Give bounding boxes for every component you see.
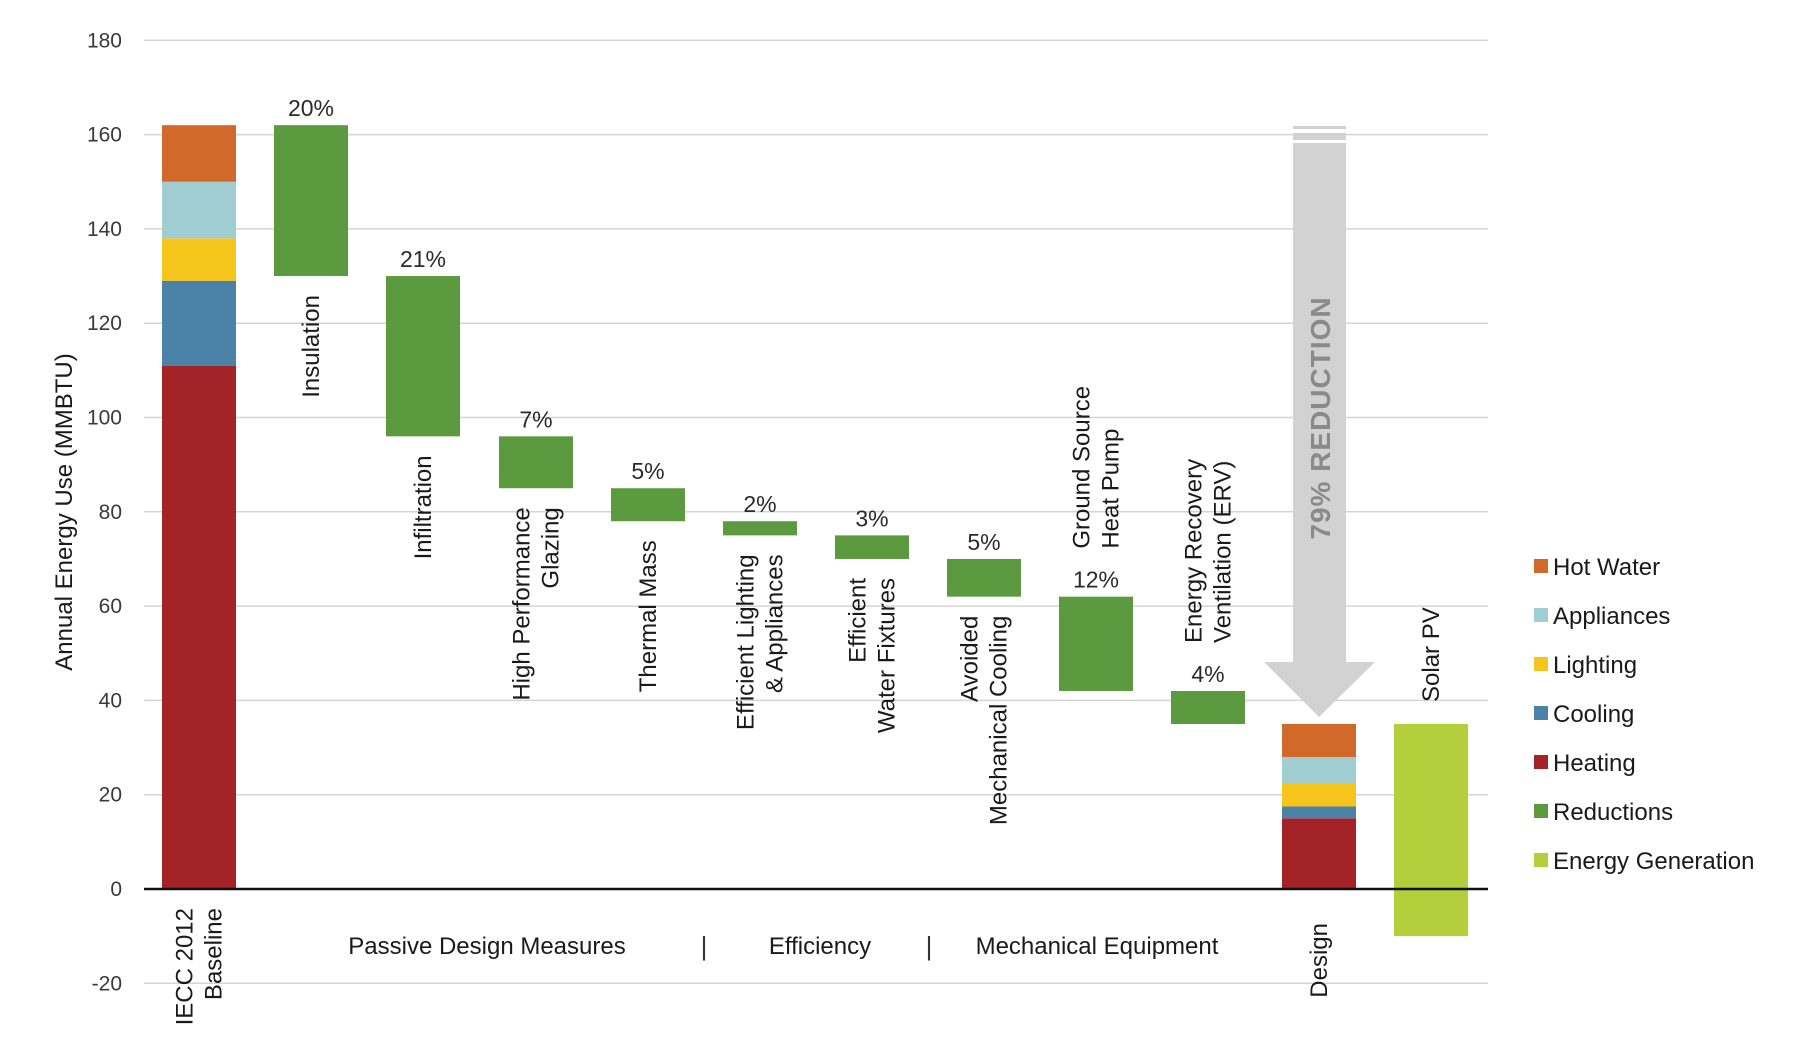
design-cooling-segment	[1282, 806, 1356, 819]
y-tick-label: 180	[87, 29, 122, 52]
group-labels: Passive Design Measures Efficiency Mechani…	[348, 931, 1218, 961]
percent-label: 5%	[967, 529, 1000, 555]
design-heating-segment	[1282, 818, 1356, 889]
y-tick-label: 160	[87, 124, 122, 147]
legend-swatch-reductions	[1534, 804, 1548, 818]
legend-label-reductions: Reductions	[1553, 799, 1673, 826]
baseline-lighting-segment	[162, 238, 236, 281]
reduction-bar-ground-source-heat-pump	[1059, 596, 1133, 691]
y-tick-label: 120	[87, 312, 122, 335]
reduction-bar-efficient-lighting-appliances	[723, 521, 797, 536]
category-labels: IECC 2012 Baseline Insulation Infiltration H…	[172, 295, 1446, 1025]
category-label-baseline: IECC 2012	[172, 908, 199, 1025]
category-label-ground-source-heat-pump: Ground Source	[1069, 386, 1096, 549]
group-separator: |	[926, 931, 933, 961]
legend-swatch-heating	[1534, 755, 1548, 769]
y-tick-label: 140	[87, 218, 122, 241]
y-tick-label: 60	[99, 595, 122, 618]
design-lighting-segment	[1282, 782, 1356, 807]
percent-label: 21%	[400, 246, 446, 272]
baseline-hot-water-segment	[162, 125, 236, 182]
category-label-infiltration: Infiltration	[410, 455, 437, 559]
category-label-ground-source-heat-pump: Heat Pump	[1098, 429, 1125, 549]
percent-label: 3%	[855, 505, 888, 531]
category-label-high-performance-glazing: Glazing	[538, 507, 565, 588]
gridlines	[144, 39, 1488, 985]
category-label-avoided-mechanical-cooling: Avoided	[957, 616, 984, 702]
y-tick-label: 80	[99, 501, 122, 524]
y-tick-label: 40	[99, 689, 122, 712]
reduction-annotation: 79% REDUCTION	[1305, 296, 1336, 539]
category-label-energy-recovery-ventilation-erv: Energy Recovery	[1181, 459, 1208, 643]
legend-swatch-energy-generation	[1534, 853, 1548, 867]
legend-swatch-hot-water	[1534, 559, 1548, 573]
percent-label: 12%	[1073, 567, 1119, 593]
reduction-bar-infiltration	[386, 276, 460, 437]
design-appliances-segment	[1282, 756, 1356, 783]
reduction-bar-avoided-mechanical-cooling	[947, 558, 1021, 597]
reduction-arrow: 79% REDUCTION	[1264, 126, 1375, 717]
percent-label: 7%	[519, 406, 552, 432]
y-tick-label: 20	[99, 784, 122, 807]
percent-label: 20%	[288, 95, 334, 121]
category-label-baseline: Baseline	[201, 908, 228, 1000]
y-axis-title: Annual Energy Use (MMBTU)	[51, 353, 78, 670]
group-label-mechanical-equipment: Mechanical Equipment	[976, 933, 1219, 960]
y-axis-ticks: -20 0 20 40 60 80 100 120 140 160 180	[87, 29, 122, 995]
baseline-heating-segment	[162, 365, 236, 889]
reduction-bar-energy-recovery-ventilation-erv	[1171, 690, 1245, 724]
reduction-bar-thermal-mass	[611, 488, 685, 522]
design-hot-water-segment	[1282, 723, 1356, 757]
y-tick-label: -20	[92, 972, 122, 995]
category-label-energy-recovery-ventilation-erv: Ventilation (ERV)	[1210, 461, 1237, 643]
group-separator: |	[701, 931, 708, 961]
category-label-efficient-lighting-appliances: & Appliances	[762, 554, 789, 693]
generation-bar-solar-pv	[1394, 723, 1468, 937]
category-label-solar-pv: Solar PV	[1418, 607, 1445, 702]
reduction-bar-high-performance-glazing	[499, 436, 573, 489]
category-label-efficient-lighting-appliances: Efficient Lighting	[733, 554, 760, 730]
legend-label-cooling: Cooling	[1553, 701, 1634, 728]
legend-swatch-lighting	[1534, 657, 1548, 671]
percent-label: 2%	[743, 491, 776, 517]
reduction-bar-efficient-water-fixtures	[835, 535, 909, 559]
baseline-cooling-segment	[162, 280, 236, 366]
arrow-stripe	[1293, 126, 1346, 129]
category-label-efficient-water-fixtures: Efficient	[845, 578, 872, 663]
category-label-thermal-mass: Thermal Mass	[635, 540, 662, 692]
arrow-shape	[1264, 143, 1375, 717]
percent-label: 5%	[631, 458, 664, 484]
legend-label-energy-generation: Energy Generation	[1553, 848, 1754, 875]
y-tick-label: 100	[87, 407, 122, 430]
baseline-appliances-segment	[162, 181, 236, 239]
group-label-passive-design-measures: Passive Design Measures	[348, 933, 625, 960]
legend-label-hot-water: Hot Water	[1553, 554, 1660, 581]
group-label-efficiency: Efficiency	[769, 933, 871, 960]
arrow-stripe	[1293, 133, 1346, 140]
legend: Hot Water Appliances Lighting Cooling Heatin…	[1534, 554, 1754, 875]
legend-swatch-appliances	[1534, 608, 1548, 622]
legend-label-heating: Heating	[1553, 750, 1636, 777]
percent-label: 4%	[1191, 661, 1224, 687]
category-label-high-performance-glazing: High Performance	[509, 507, 536, 700]
legend-label-appliances: Appliances	[1553, 603, 1670, 630]
y-tick-label: 0	[110, 878, 122, 901]
reduction-bar-insulation	[274, 125, 348, 277]
legend-swatch-cooling	[1534, 706, 1548, 720]
legend-label-lighting: Lighting	[1553, 652, 1637, 679]
category-label-design: Design	[1306, 923, 1333, 998]
bars	[162, 125, 1468, 937]
category-label-avoided-mechanical-cooling: Mechanical Cooling	[986, 616, 1013, 825]
category-label-efficient-water-fixtures: Water Fixtures	[874, 578, 901, 733]
category-label-insulation: Insulation	[298, 295, 325, 398]
percent-labels: 20% 21% 7% 5% 2% 3% 5% 12% 4%	[288, 95, 1225, 687]
